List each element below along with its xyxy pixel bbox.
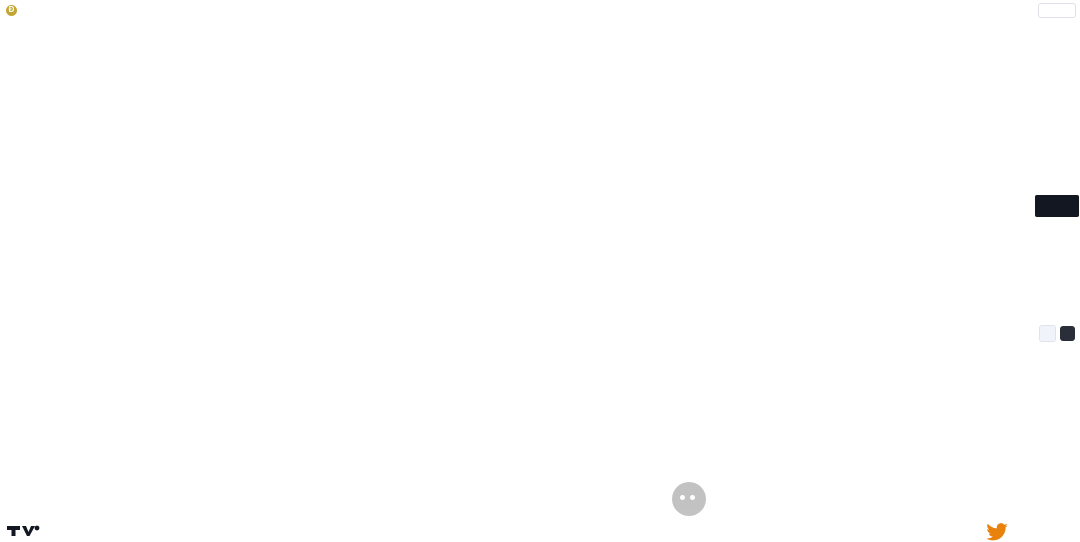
chart-plot-area[interactable] [0,20,1034,520]
current-price-badge [1035,195,1079,217]
currency-selector[interactable] [1038,3,1076,18]
log-scale-button[interactable] [1060,326,1075,341]
doge-coin-icon: Ð [6,4,17,16]
chart-svg [0,20,1034,520]
auto-scale-button[interactable] [1039,325,1056,342]
scale-buttons[interactable] [1039,325,1075,342]
tradingview-logo-icon[interactable] [7,524,41,537]
price-scale[interactable] [1034,0,1080,542]
twitter-bird-icon[interactable] [986,523,1008,541]
chart-header: Ð [0,0,1080,20]
